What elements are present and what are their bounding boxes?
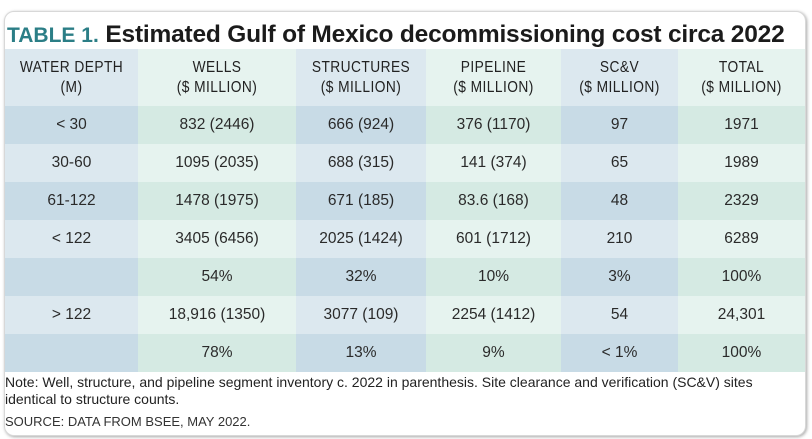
table-cell: 1971 <box>678 106 805 144</box>
table-cell: 2025 (1424) <box>296 220 426 258</box>
table-cell: 3405 (6456) <box>138 220 296 258</box>
table-cell: 832 (2446) <box>138 106 296 144</box>
table-cell: 48 <box>561 182 678 220</box>
column-header-line: ($ MILLION) <box>453 78 534 96</box>
column-header: WATER DEPTH (M) <box>5 49 138 106</box>
table-cell: 3077 (109) <box>296 296 426 334</box>
table-row: > 122 18,916 (1350) 3077 (109) 2254 (1412) 5… <box>5 296 805 334</box>
table-cell: 10% <box>426 258 561 296</box>
column-header-line: TOTAL <box>718 58 765 76</box>
column-header-line: ($ MILLION) <box>701 78 782 96</box>
table-cell: < 122 <box>5 220 138 258</box>
cost-table: WATER DEPTH (M) WELLS ($ MILLION) STRUCTURES… <box>5 49 805 372</box>
column-header-line: ($ MILLION) <box>579 78 660 96</box>
column-header-line: STRUCTURES <box>311 58 411 76</box>
table-cell: 1989 <box>678 144 805 182</box>
table-cell: 61-122 <box>5 182 138 220</box>
table-cell: 210 <box>561 220 678 258</box>
table-cell: 54 <box>561 296 678 334</box>
table-cell: < 1% <box>561 334 678 372</box>
table-cell: < 30 <box>5 106 138 144</box>
column-header: TOTAL ($ MILLION) <box>678 49 805 106</box>
header-row: WATER DEPTH (M) WELLS ($ MILLION) STRUCTURES… <box>5 49 805 106</box>
table-cell: 97 <box>561 106 678 144</box>
table-cell: 30-60 <box>5 144 138 182</box>
column-header: PIPELINE ($ MILLION) <box>426 49 561 106</box>
table-cell: 18,916 (1350) <box>138 296 296 334</box>
table-cell: 1095 (2035) <box>138 144 296 182</box>
table-cell: 65 <box>561 144 678 182</box>
table-label: TABLE 1. <box>7 24 99 47</box>
table-title: TABLE 1. Estimated Gulf of Mexico decomm… <box>7 21 785 49</box>
table-row: 78% 13% 9% < 1% 100% <box>5 334 805 372</box>
table-cell: 666 (924) <box>296 106 426 144</box>
table-cell: 78% <box>138 334 296 372</box>
table-cell <box>5 334 138 372</box>
table-cell: 54% <box>138 258 296 296</box>
column-header: STRUCTURES ($ MILLION) <box>296 49 426 106</box>
table-cell: 100% <box>678 334 805 372</box>
table-body: < 30 832 (2446) 666 (924) 376 (1170) 97 1971 3… <box>5 106 805 372</box>
table-cell: 376 (1170) <box>426 106 561 144</box>
table-row: 54% 32% 10% 3% 100% <box>5 258 805 296</box>
table-row: < 30 832 (2446) 666 (924) 376 (1170) 97 1971 <box>5 106 805 144</box>
table-row: 30-60 1095 (2035) 688 (315) 141 (374) 65 1989 <box>5 144 805 182</box>
table-cell: 24,301 <box>678 296 805 334</box>
table-note: Note: Well, structure, and pipeline segm… <box>5 374 753 407</box>
column-header-line: SC&V <box>599 58 640 76</box>
table-cell: 3% <box>561 258 678 296</box>
table-cell: 1478 (1975) <box>138 182 296 220</box>
table-cell: 141 (374) <box>426 144 561 182</box>
column-header-line: (M) <box>60 78 83 96</box>
table-cell: 671 (185) <box>296 182 426 220</box>
table-title-text: Estimated Gulf of Mexico decommissioning… <box>105 21 785 48</box>
table-row: 61-122 1478 (1975) 671 (185) 83.6 (168) 48 23… <box>5 182 805 220</box>
table-cell: 32% <box>296 258 426 296</box>
table-row: < 122 3405 (6456) 2025 (1424) 601 (1712) 210… <box>5 220 805 258</box>
table-cell: 83.6 (168) <box>426 182 561 220</box>
column-header-line: ($ MILLION) <box>176 78 258 96</box>
table-cell: 601 (1712) <box>426 220 561 258</box>
column-header: SC&V ($ MILLION) <box>561 49 678 106</box>
table-cell: 9% <box>426 334 561 372</box>
column-header-line: WATER DEPTH <box>19 58 124 76</box>
column-header-line: WELLS <box>192 58 242 76</box>
column-header-line: ($ MILLION) <box>320 78 402 96</box>
table-cell: 2254 (1412) <box>426 296 561 334</box>
column-header: WELLS ($ MILLION) <box>138 49 296 106</box>
table-cell: 13% <box>296 334 426 372</box>
table-cell: 6289 <box>678 220 805 258</box>
table-cell: 688 (315) <box>296 144 426 182</box>
column-header-line: PIPELINE <box>460 58 527 76</box>
table-card: TABLE 1. Estimated Gulf of Mexico decomm… <box>4 11 806 436</box>
table-cell: > 122 <box>5 296 138 334</box>
table-cell <box>5 258 138 296</box>
table-source: SOURCE: DATA FROM BSEE, MAY 2022. <box>5 414 251 429</box>
table-cell: 2329 <box>678 182 805 220</box>
table-cell: 100% <box>678 258 805 296</box>
